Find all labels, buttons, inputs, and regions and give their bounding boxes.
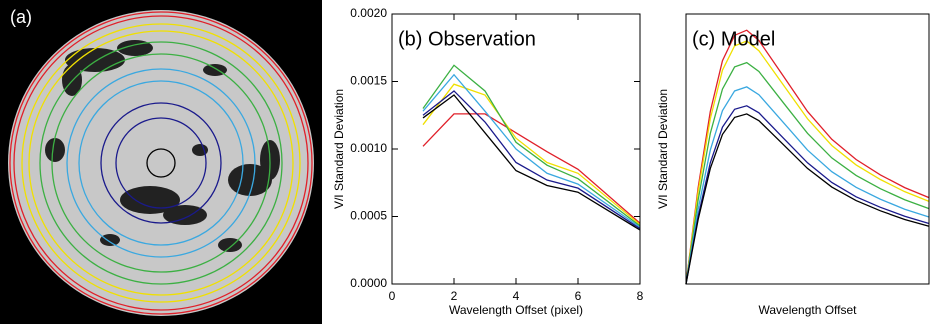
- x-axis-label: Wavelength Offset (pixel): [449, 303, 583, 317]
- plot-frame: [686, 14, 929, 284]
- x-tick-label: 2: [451, 289, 458, 303]
- chart-title: (b) Observation: [398, 28, 536, 50]
- y-axis-label: V/I Standard Deviation: [332, 89, 346, 209]
- x-tick-label: 8: [637, 289, 644, 303]
- y-tick-label: 0.0010: [350, 141, 387, 155]
- x-tick-label: 4: [513, 289, 520, 303]
- data-line: [423, 95, 640, 230]
- panel-a: (a): [0, 0, 322, 324]
- data-line: [686, 114, 929, 284]
- chart-title: (c) Model: [692, 28, 775, 50]
- y-tick-label: 0.0000: [350, 276, 387, 290]
- figure: (a) 0.0000 0.0005 0.0010 0.0015 0.0020 0 2 4 6 8 (…: [0, 0, 930, 324]
- data-line: [686, 30, 929, 284]
- x-axis-label: Wavelength Offset: [758, 303, 857, 317]
- y-tick-label: 0.0015: [350, 74, 387, 88]
- y-tick-label: 0.0005: [350, 209, 387, 223]
- x-tick-label: 6: [575, 289, 582, 303]
- x-tick-label: 0: [389, 289, 396, 303]
- data-line: [423, 91, 640, 229]
- data-line: [423, 65, 640, 226]
- y-tick-label: 0.0020: [350, 6, 387, 20]
- y-axis-label: V/I Standard Deviation: [656, 89, 670, 209]
- data-line: [686, 63, 929, 284]
- panel-label: (a): [10, 7, 32, 27]
